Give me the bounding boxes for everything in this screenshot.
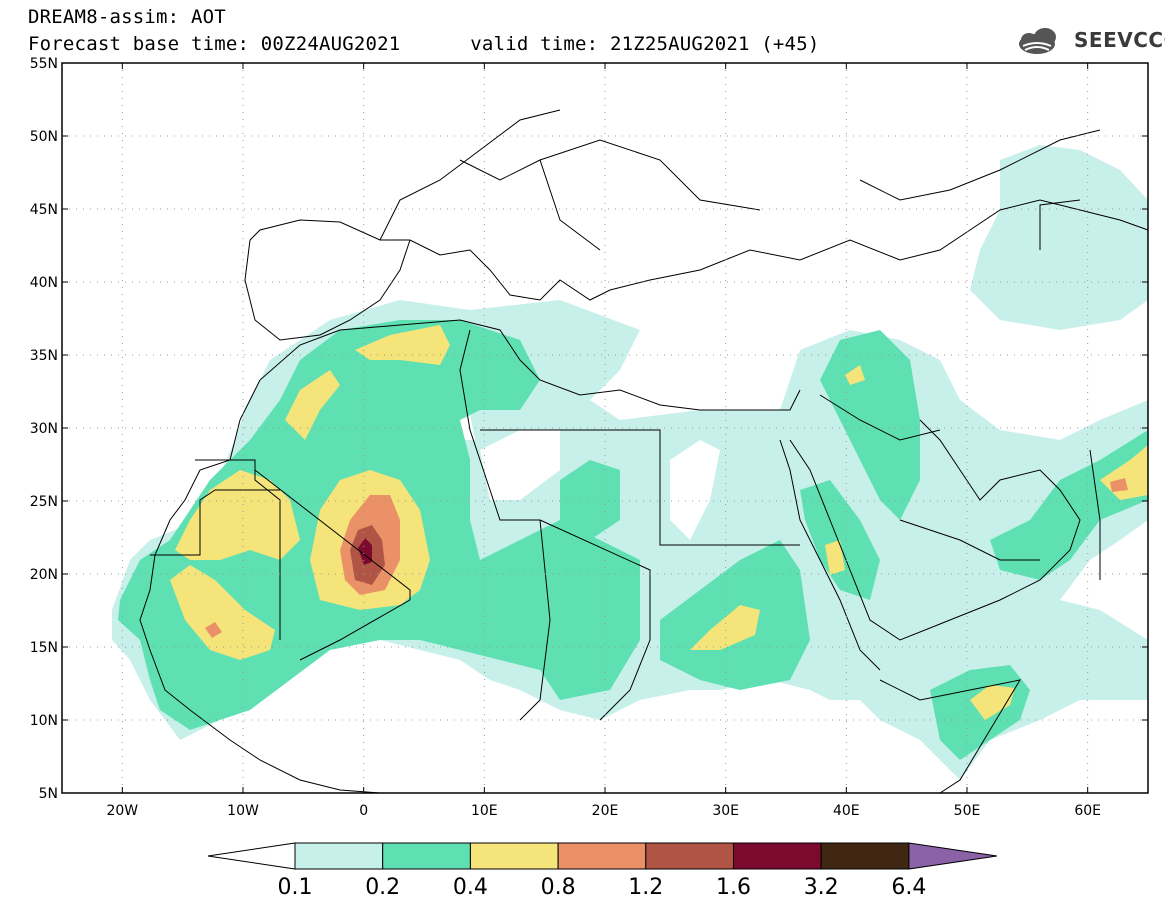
aot-band-0.8-senegal (205, 622, 222, 638)
colorbar-label: 0.4 (453, 875, 488, 900)
border (299, 599, 411, 661)
lon-tick-label: 20W (106, 803, 138, 819)
border (459, 159, 601, 251)
aot-band-0.4-morocco (285, 370, 340, 440)
axis-ticks: 55N 50N 45N 40N 35N 30N 25N 20N 15N 10N 5N 20W 10W 0 1… (30, 56, 1148, 819)
colorbar-min-arrow (207, 842, 296, 870)
aot-clear-patch (670, 440, 720, 540)
lat-tick-label: 40N (30, 275, 58, 291)
valid-time: valid time: 21Z25AUG2021 (+45) (470, 33, 820, 55)
border (539, 519, 651, 721)
map-title: DREAM8-assim: AOT (28, 6, 226, 28)
lon-tick-label: 20E (592, 803, 619, 819)
lon-tick-label: 10W (227, 803, 259, 819)
colorbar-box (645, 842, 734, 870)
colorbar-box (733, 842, 822, 870)
lon-tick-label: 10E (471, 803, 498, 819)
colorbar-label: 6.4 (891, 875, 926, 900)
colorbar-box (820, 842, 910, 870)
colorbar: 0.1 0.2 0.4 0.8 1.2 1.6 3.2 6.4 (207, 842, 997, 900)
time-info: Forecast base time: 00Z24AUG2021 valid t… (28, 33, 819, 55)
coastline-europe (249, 199, 1148, 301)
aot-band-0.2-libya (560, 460, 620, 540)
border (480, 429, 800, 546)
cloud-icon (1019, 28, 1056, 54)
border (459, 329, 540, 521)
lat-tick-label: 10N (30, 713, 58, 729)
lat-tick-label: 15N (30, 640, 58, 656)
boundaries (139, 109, 1148, 793)
lat-tick-label: 35N (30, 348, 58, 364)
colorbar-label: 0.8 (541, 875, 576, 900)
coastline-somalia (879, 679, 1022, 793)
colorbar-box (469, 842, 559, 870)
colorbar-label: 1.6 (716, 875, 751, 900)
coastline-arabia (789, 419, 1081, 641)
lon-tick-label: 40E (833, 803, 860, 819)
border (539, 139, 761, 211)
coastline-iberia (244, 239, 411, 341)
lat-tick-label: 20N (30, 567, 58, 583)
colorbar-box (557, 842, 647, 870)
aot-band-0.8-gulf (1110, 478, 1128, 492)
colorbar-max-arrow (908, 842, 997, 870)
aot-band-0.2-oman (990, 430, 1148, 580)
lat-tick-label: 45N (30, 202, 58, 218)
logo-text: SEEVCCC (1074, 28, 1165, 52)
aot-band-0.4-sudan (690, 605, 760, 650)
coastline-north-africa (239, 319, 801, 421)
aot-shading (112, 145, 1148, 780)
lat-tick-label: 50N (30, 129, 58, 145)
colorbar-box (382, 842, 471, 870)
aot-band-0.4-senegal (170, 565, 275, 660)
coastline-red-sea (779, 439, 881, 671)
lat-tick-label: 55N (30, 56, 58, 72)
border (150, 489, 280, 556)
aot-clear-patch (480, 430, 560, 500)
forecast-base-time: Forecast base time: 00Z24AUG2021 (28, 33, 401, 55)
border (859, 129, 1101, 201)
border (519, 519, 551, 721)
lon-tick-label: 60E (1074, 803, 1101, 819)
aot-band-0.4-iraq (845, 365, 865, 385)
lon-tick-label: 50E (954, 803, 981, 819)
border (1089, 449, 1101, 580)
colorbar-label: 0.1 (278, 875, 313, 900)
coastline-west-africa (139, 419, 381, 793)
lon-tick-label: 0 (359, 803, 368, 819)
colorbar-box (294, 842, 384, 870)
lat-tick-label: 30N (30, 421, 58, 437)
aot-band-0.4-mauritania (175, 470, 300, 560)
colorbar-label: 1.2 (628, 875, 663, 900)
border (819, 394, 941, 441)
border (899, 519, 1040, 561)
aot-band-0.4-yemen (825, 540, 845, 575)
border (195, 459, 281, 640)
border (254, 469, 411, 600)
grid-lines (62, 63, 1148, 793)
lat-tick-label: 5N (39, 786, 58, 802)
colorbar-label: 0.2 (365, 875, 400, 900)
colorbar-label: 3.2 (804, 875, 839, 900)
lon-tick-label: 30E (712, 803, 739, 819)
border (379, 109, 561, 241)
lat-tick-label: 25N (30, 494, 58, 510)
aot-band-0.4-horn (970, 685, 1015, 720)
aot-band-0.1-north (970, 145, 1148, 330)
border (1039, 199, 1081, 250)
